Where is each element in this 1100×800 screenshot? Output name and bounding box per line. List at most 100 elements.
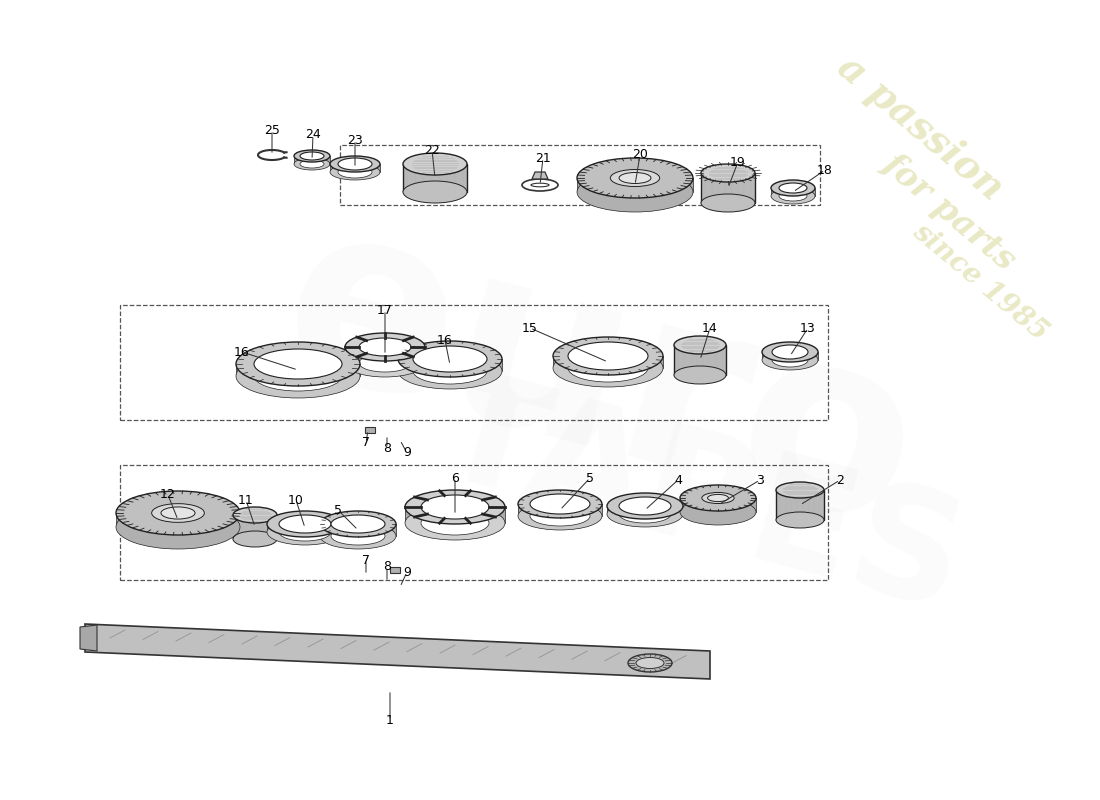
Ellipse shape	[674, 336, 726, 354]
Polygon shape	[776, 490, 824, 520]
Ellipse shape	[762, 342, 818, 362]
Ellipse shape	[628, 654, 672, 672]
Ellipse shape	[338, 166, 372, 178]
Polygon shape	[421, 507, 490, 523]
Polygon shape	[331, 524, 385, 536]
Text: 21: 21	[535, 151, 551, 165]
Ellipse shape	[619, 173, 651, 183]
Ellipse shape	[331, 515, 385, 533]
Polygon shape	[390, 567, 400, 573]
Ellipse shape	[294, 158, 330, 170]
Polygon shape	[116, 513, 240, 527]
Text: 13: 13	[800, 322, 816, 334]
Ellipse shape	[236, 342, 360, 386]
Ellipse shape	[619, 497, 671, 515]
Ellipse shape	[403, 153, 467, 175]
Ellipse shape	[267, 511, 343, 537]
Polygon shape	[233, 515, 277, 539]
Polygon shape	[762, 352, 818, 360]
Polygon shape	[701, 173, 755, 203]
Text: euro: euro	[258, 180, 942, 580]
Text: 11: 11	[238, 494, 254, 506]
Text: 7: 7	[362, 437, 370, 450]
Ellipse shape	[405, 506, 505, 540]
Ellipse shape	[762, 350, 818, 370]
Text: 23: 23	[348, 134, 363, 146]
Text: 25: 25	[264, 123, 279, 137]
Text: 3: 3	[756, 474, 763, 486]
Polygon shape	[403, 164, 467, 192]
Ellipse shape	[771, 180, 815, 196]
Polygon shape	[568, 356, 648, 368]
Text: for parts: for parts	[877, 147, 1023, 277]
Ellipse shape	[359, 354, 411, 372]
Ellipse shape	[518, 490, 602, 518]
Text: 5: 5	[586, 471, 594, 485]
Ellipse shape	[279, 515, 331, 533]
Text: 8: 8	[383, 561, 390, 574]
Ellipse shape	[610, 170, 660, 186]
Text: 17: 17	[377, 303, 393, 317]
Ellipse shape	[680, 499, 756, 525]
Ellipse shape	[701, 194, 755, 212]
Ellipse shape	[518, 502, 602, 530]
Ellipse shape	[152, 504, 205, 522]
Text: since 1985: since 1985	[908, 218, 1053, 346]
Polygon shape	[674, 345, 726, 375]
Text: 7: 7	[362, 554, 370, 566]
Ellipse shape	[779, 191, 807, 201]
Polygon shape	[772, 352, 808, 360]
Ellipse shape	[530, 506, 590, 526]
Text: 24: 24	[305, 129, 321, 142]
Polygon shape	[532, 172, 548, 179]
Ellipse shape	[338, 158, 372, 170]
Ellipse shape	[320, 523, 396, 549]
Ellipse shape	[776, 482, 824, 498]
Ellipse shape	[771, 188, 815, 204]
Ellipse shape	[568, 342, 648, 370]
Polygon shape	[236, 364, 360, 376]
Text: 5: 5	[334, 503, 342, 517]
Text: 19: 19	[730, 155, 746, 169]
Text: 6: 6	[451, 471, 459, 485]
Text: 15: 15	[522, 322, 538, 334]
Ellipse shape	[233, 507, 277, 523]
Text: TAPES: TAPES	[421, 358, 979, 642]
Ellipse shape	[619, 505, 671, 523]
Text: a passion: a passion	[829, 48, 1010, 208]
Ellipse shape	[412, 346, 487, 372]
Polygon shape	[294, 156, 330, 164]
Ellipse shape	[578, 158, 693, 198]
Text: 22: 22	[425, 143, 440, 157]
Ellipse shape	[674, 366, 726, 384]
Text: 16: 16	[437, 334, 453, 346]
Polygon shape	[320, 524, 396, 536]
Ellipse shape	[116, 491, 240, 535]
Ellipse shape	[254, 349, 342, 379]
Ellipse shape	[412, 358, 487, 384]
Ellipse shape	[607, 493, 683, 519]
Polygon shape	[578, 178, 693, 192]
Text: 2: 2	[836, 474, 844, 486]
Ellipse shape	[345, 349, 425, 377]
Polygon shape	[300, 156, 324, 164]
Text: 4: 4	[674, 474, 682, 486]
Polygon shape	[80, 625, 97, 651]
Ellipse shape	[359, 338, 411, 356]
Ellipse shape	[779, 183, 807, 193]
Ellipse shape	[421, 495, 490, 519]
Polygon shape	[771, 188, 815, 196]
Text: 9: 9	[403, 566, 411, 578]
Polygon shape	[518, 504, 602, 516]
Polygon shape	[254, 364, 342, 376]
Ellipse shape	[772, 345, 808, 359]
Ellipse shape	[161, 507, 195, 519]
Polygon shape	[85, 624, 710, 679]
Ellipse shape	[776, 512, 824, 528]
Polygon shape	[338, 164, 372, 172]
Ellipse shape	[254, 361, 342, 391]
Ellipse shape	[403, 181, 467, 203]
Text: 8: 8	[383, 442, 390, 454]
Text: 9: 9	[403, 446, 411, 459]
Ellipse shape	[300, 152, 324, 160]
